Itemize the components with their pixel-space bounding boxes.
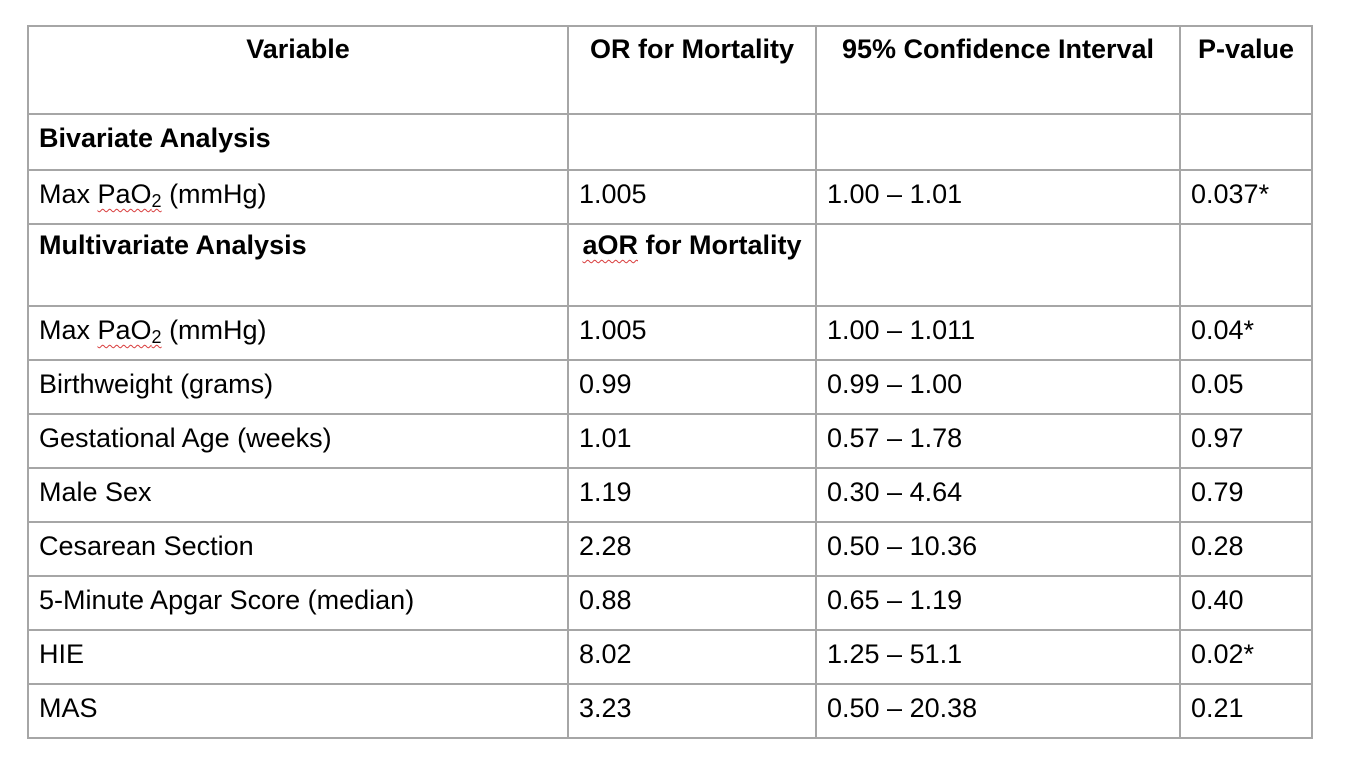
empty-cell — [1179, 223, 1313, 307]
empty-cell — [1179, 113, 1313, 171]
p-cell: 0.28 — [1179, 521, 1313, 577]
aor-header: aOR for Mortality — [567, 223, 817, 307]
header-row: Variable OR for Mortality 95% Confidence… — [27, 25, 1313, 115]
or-cell: 2.28 — [567, 521, 817, 577]
p-cell: 0.02* — [1179, 629, 1313, 685]
variable-cell: 5-Minute Apgar Score (median) — [27, 575, 569, 631]
table-row: HIE 8.02 1.25 – 51.1 0.02* — [27, 629, 1313, 685]
variable-cell: Max PaO2 (mmHg) — [27, 305, 569, 361]
variable-cell: Max PaO2 (mmHg) — [27, 169, 569, 225]
or-cell: 8.02 — [567, 629, 817, 685]
table-row: Max PaO2 (mmHg) 1.005 1.00 – 1.011 0.04* — [27, 305, 1313, 361]
table-row: Gestational Age (weeks) 1.01 0.57 – 1.78… — [27, 413, 1313, 469]
variable-cell: Cesarean Section — [27, 521, 569, 577]
table-row: 5-Minute Apgar Score (median) 0.88 0.65 … — [27, 575, 1313, 631]
ci-cell: 0.30 – 4.64 — [815, 467, 1181, 523]
or-cell: 1.01 — [567, 413, 817, 469]
p-cell: 0.79 — [1179, 467, 1313, 523]
ci-cell: 1.00 – 1.01 — [815, 169, 1181, 225]
table-row: Cesarean Section 2.28 0.50 – 10.36 0.28 — [27, 521, 1313, 577]
section-row-bivariate: Bivariate Analysis — [27, 113, 1313, 171]
p-cell: 0.04* — [1179, 305, 1313, 361]
or-cell: 3.23 — [567, 683, 817, 739]
table-row: Male Sex 1.19 0.30 – 4.64 0.79 — [27, 467, 1313, 523]
table-row: Birthweight (grams) 0.99 0.99 – 1.00 0.0… — [27, 359, 1313, 415]
variable-cell: Birthweight (grams) — [27, 359, 569, 415]
p-cell: 0.037* — [1179, 169, 1313, 225]
spellcheck-underline: PaO2 — [97, 315, 162, 347]
ci-cell: 1.25 – 51.1 — [815, 629, 1181, 685]
p-cell: 0.05 — [1179, 359, 1313, 415]
header-variable: Variable — [27, 25, 569, 115]
variable-cell: Gestational Age (weeks) — [27, 413, 569, 469]
or-cell: 1.005 — [567, 305, 817, 361]
header-p: P-value — [1179, 25, 1313, 115]
p-cell: 0.40 — [1179, 575, 1313, 631]
or-cell: 1.005 — [567, 169, 817, 225]
spellcheck-underline: PaO2 — [97, 179, 162, 211]
ci-cell: 0.99 – 1.00 — [815, 359, 1181, 415]
section-label-bivariate: Bivariate Analysis — [27, 113, 569, 171]
section-label-multivariate: Multivariate Analysis — [27, 223, 569, 307]
empty-cell — [815, 223, 1181, 307]
p-cell: 0.97 — [1179, 413, 1313, 469]
p-cell: 0.21 — [1179, 683, 1313, 739]
ci-cell: 0.50 – 10.36 — [815, 521, 1181, 577]
section-row-multivariate: Multivariate Analysis aOR for Mortality — [27, 223, 1313, 307]
results-table: Variable OR for Mortality 95% Confidence… — [27, 25, 1313, 739]
ci-cell: 1.00 – 1.011 — [815, 305, 1181, 361]
table-row: MAS 3.23 0.50 – 20.38 0.21 — [27, 683, 1313, 739]
or-cell: 1.19 — [567, 467, 817, 523]
header-ci: 95% Confidence Interval — [815, 25, 1181, 115]
ci-cell: 0.50 – 20.38 — [815, 683, 1181, 739]
variable-cell: Male Sex — [27, 467, 569, 523]
header-or: OR for Mortality — [567, 25, 817, 115]
ci-cell: 0.57 – 1.78 — [815, 413, 1181, 469]
variable-cell: HIE — [27, 629, 569, 685]
or-cell: 0.99 — [567, 359, 817, 415]
empty-cell — [815, 113, 1181, 171]
variable-cell: MAS — [27, 683, 569, 739]
empty-cell — [567, 113, 817, 171]
ci-cell: 0.65 – 1.19 — [815, 575, 1181, 631]
table-row: Max PaO2 (mmHg) 1.005 1.00 – 1.01 0.037* — [27, 169, 1313, 225]
or-cell: 0.88 — [567, 575, 817, 631]
